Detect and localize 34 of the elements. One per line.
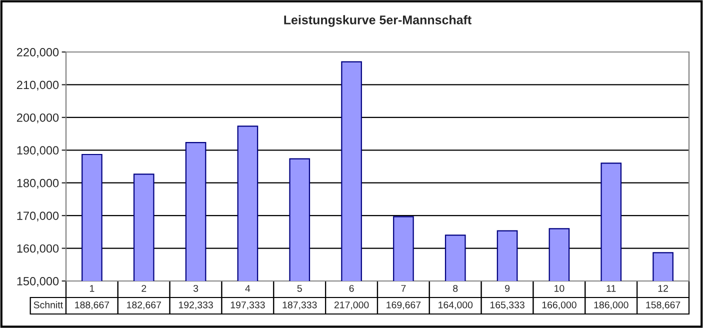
y-tick-label: 170,000 bbox=[17, 212, 59, 222]
x-tick-label: 3 bbox=[193, 284, 198, 292]
y-tick-label: 220,000 bbox=[16, 48, 59, 58]
data-label: 192,333 bbox=[178, 301, 213, 310]
data-label: 217,000 bbox=[334, 301, 369, 310]
data-label: 166,000 bbox=[542, 301, 576, 310]
y-tick-label: 190,000 bbox=[17, 146, 59, 156]
data-label: 164,000 bbox=[438, 301, 473, 310]
x-tick-label: 10 bbox=[554, 284, 564, 292]
y-tick-label: 180,000 bbox=[17, 178, 59, 189]
y-tick-label: 210,000 bbox=[16, 80, 59, 91]
x-tick-label: 5 bbox=[297, 285, 302, 292]
chart-title: Leistungskurve 5er-Mannschaft bbox=[284, 15, 472, 27]
y-tick-label: 160,000 bbox=[17, 244, 59, 254]
y-tick-label: 150,000 bbox=[17, 277, 59, 287]
data-label: 188,667 bbox=[75, 301, 110, 310]
data-label: 197,333 bbox=[230, 301, 265, 310]
x-tick-label: 12 bbox=[658, 284, 668, 292]
data-label: 169,667 bbox=[386, 301, 421, 310]
x-tick-label: 9 bbox=[505, 284, 510, 292]
y-tick-label: 200,000 bbox=[16, 113, 59, 124]
data-label: 158,667 bbox=[646, 301, 680, 310]
x-tick-label: 1 bbox=[90, 285, 94, 292]
data-label: 165,333 bbox=[490, 301, 524, 310]
x-tick-label: 11 bbox=[606, 285, 616, 292]
data-label: 182,667 bbox=[127, 301, 161, 310]
x-tick-label: 2 bbox=[142, 284, 146, 292]
x-tick-label: 6 bbox=[349, 284, 354, 292]
series-label: Schnitt bbox=[34, 301, 63, 308]
x-tick-label: 4 bbox=[245, 285, 250, 292]
data-label: 186,000 bbox=[594, 301, 628, 310]
data-label: 187,333 bbox=[282, 301, 317, 310]
x-tick-label: 8 bbox=[453, 284, 458, 292]
x-tick-label: 7 bbox=[401, 285, 406, 292]
